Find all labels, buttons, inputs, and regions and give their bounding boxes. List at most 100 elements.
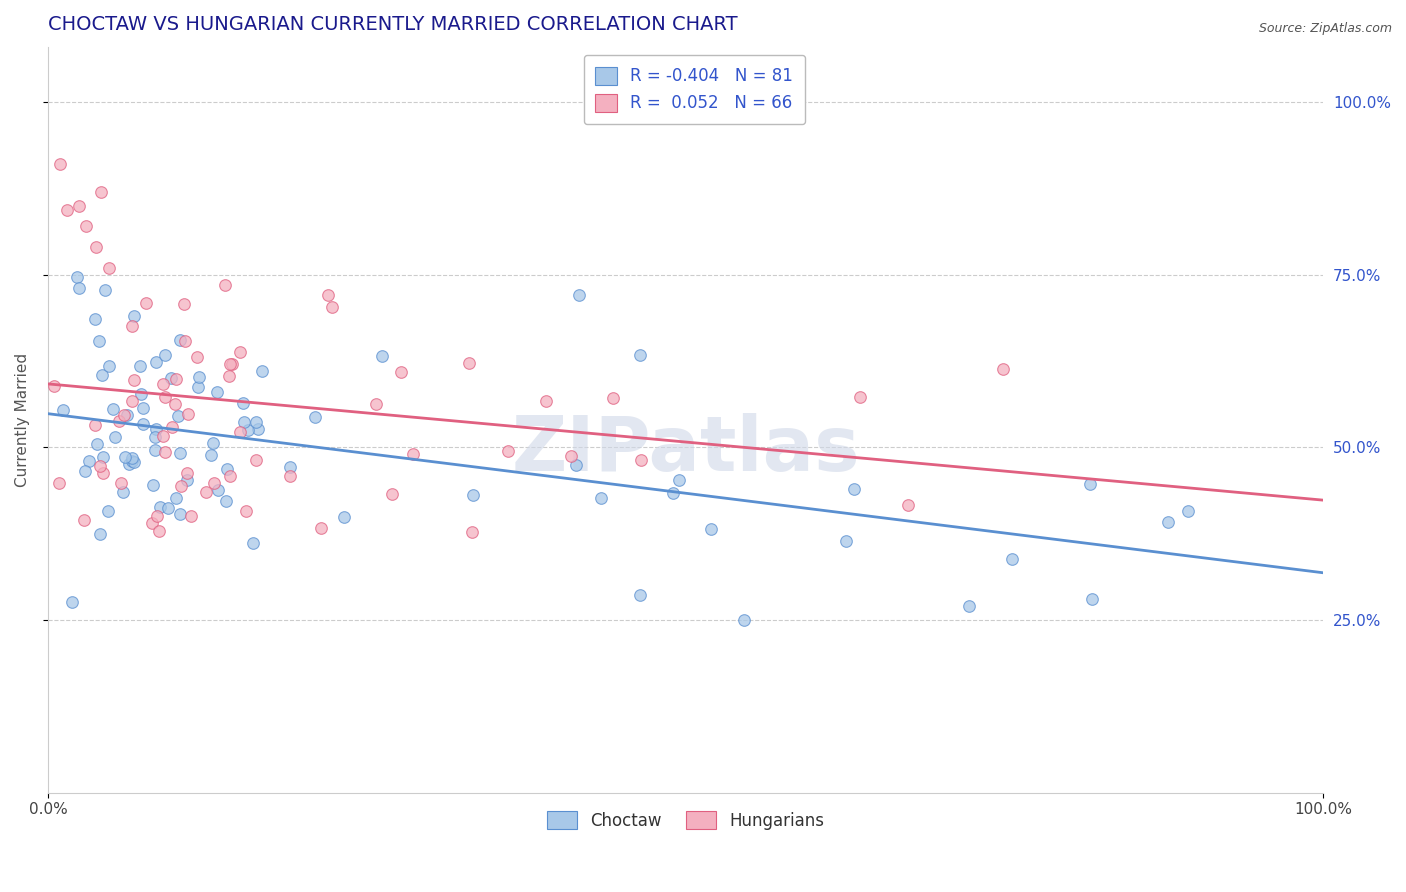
Point bbox=[169, 508, 191, 522]
Point bbox=[218, 369, 240, 384]
Point bbox=[84, 417, 107, 432]
Point bbox=[83, 312, 105, 326]
Point bbox=[141, 516, 163, 531]
Point bbox=[560, 449, 582, 463]
Point bbox=[389, 365, 412, 379]
Point bbox=[564, 458, 586, 473]
Point bbox=[316, 288, 339, 302]
Point bbox=[668, 474, 690, 488]
Point bbox=[602, 392, 624, 406]
Point bbox=[321, 300, 343, 314]
Point bbox=[162, 420, 184, 434]
Text: ZIPatlas: ZIPatlas bbox=[512, 412, 860, 486]
Point bbox=[897, 498, 920, 512]
Point bbox=[169, 446, 191, 460]
Point bbox=[219, 357, 242, 371]
Point bbox=[86, 436, 108, 450]
Point bbox=[280, 459, 302, 474]
Point bbox=[159, 371, 181, 385]
Point bbox=[91, 467, 114, 481]
Point bbox=[69, 198, 91, 212]
Legend: Choctaw, Hungarians: Choctaw, Hungarians bbox=[540, 805, 831, 837]
Point bbox=[165, 491, 187, 505]
Point bbox=[91, 450, 114, 465]
Point bbox=[371, 349, 394, 363]
Point bbox=[214, 494, 236, 508]
Point bbox=[108, 414, 131, 428]
Point bbox=[77, 454, 100, 468]
Point bbox=[163, 397, 186, 411]
Point bbox=[153, 348, 176, 362]
Point bbox=[75, 219, 97, 234]
Point bbox=[66, 269, 89, 284]
Point bbox=[221, 357, 243, 371]
Point bbox=[848, 390, 870, 404]
Point bbox=[157, 500, 180, 515]
Point bbox=[48, 476, 70, 491]
Point bbox=[186, 350, 208, 364]
Point bbox=[228, 344, 250, 359]
Point bbox=[236, 424, 259, 438]
Point bbox=[146, 508, 169, 523]
Point bbox=[173, 297, 195, 311]
Point bbox=[1001, 551, 1024, 566]
Point bbox=[333, 510, 356, 524]
Point bbox=[153, 390, 176, 404]
Point bbox=[366, 397, 388, 411]
Point bbox=[98, 359, 121, 373]
Point bbox=[628, 348, 651, 362]
Point bbox=[124, 373, 146, 387]
Point bbox=[152, 377, 174, 392]
Point bbox=[135, 296, 157, 310]
Point bbox=[187, 380, 209, 394]
Point bbox=[103, 402, 125, 417]
Point bbox=[60, 595, 83, 609]
Point bbox=[86, 240, 108, 254]
Point bbox=[49, 157, 72, 171]
Y-axis label: Currently Married: Currently Married bbox=[15, 352, 30, 487]
Point bbox=[461, 524, 484, 539]
Point bbox=[52, 403, 75, 417]
Point bbox=[304, 410, 326, 425]
Point bbox=[245, 453, 267, 467]
Point bbox=[202, 475, 225, 490]
Point bbox=[176, 473, 198, 487]
Point bbox=[991, 362, 1014, 376]
Point bbox=[242, 536, 264, 550]
Point bbox=[169, 334, 191, 348]
Text: CHOCTAW VS HUNGARIAN CURRENTLY MARRIED CORRELATION CHART: CHOCTAW VS HUNGARIAN CURRENTLY MARRIED C… bbox=[48, 15, 738, 34]
Point bbox=[461, 488, 484, 502]
Point bbox=[145, 430, 167, 444]
Point bbox=[117, 408, 139, 422]
Point bbox=[219, 469, 242, 483]
Point bbox=[835, 533, 858, 548]
Point bbox=[174, 334, 197, 348]
Point bbox=[194, 484, 217, 499]
Point bbox=[90, 368, 112, 383]
Point bbox=[278, 469, 301, 483]
Point bbox=[121, 394, 143, 409]
Point bbox=[457, 356, 479, 370]
Point bbox=[180, 509, 202, 524]
Point bbox=[215, 462, 238, 476]
Point bbox=[1081, 592, 1104, 607]
Point bbox=[112, 408, 135, 422]
Point bbox=[187, 370, 209, 384]
Point bbox=[155, 445, 177, 459]
Point bbox=[957, 599, 980, 614]
Point bbox=[630, 453, 652, 467]
Point bbox=[94, 283, 117, 297]
Point bbox=[142, 478, 165, 492]
Point bbox=[177, 408, 200, 422]
Point bbox=[73, 513, 96, 527]
Point bbox=[114, 450, 136, 465]
Point bbox=[89, 458, 111, 473]
Point bbox=[381, 486, 404, 500]
Point bbox=[250, 364, 273, 378]
Point bbox=[110, 476, 132, 491]
Point bbox=[1177, 503, 1199, 517]
Point bbox=[166, 409, 188, 423]
Point bbox=[205, 385, 228, 400]
Point bbox=[121, 454, 143, 468]
Point bbox=[97, 504, 120, 518]
